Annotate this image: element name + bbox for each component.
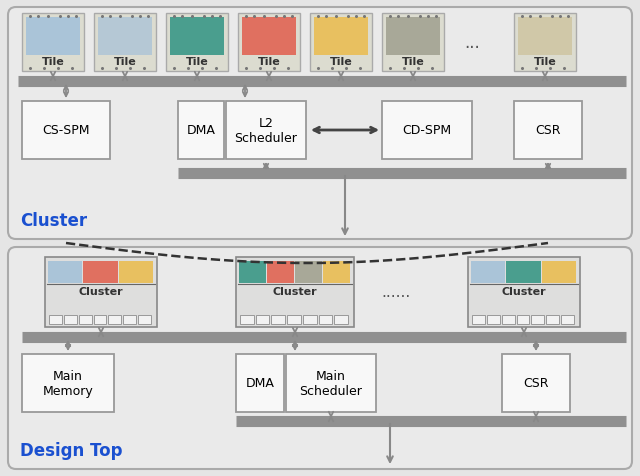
Bar (472, 315, 485, 324)
Bar (314, 18, 368, 56)
Bar (310, 14, 372, 72)
Text: Tile: Tile (42, 57, 65, 67)
Text: CS-SPM: CS-SPM (42, 124, 90, 137)
Bar (240, 315, 253, 324)
FancyBboxPatch shape (8, 248, 632, 469)
Bar (286, 354, 376, 412)
Text: DMA: DMA (246, 377, 275, 390)
Bar (45, 258, 157, 327)
Text: L2
Scheduler: L2 Scheduler (235, 117, 298, 145)
Bar (48, 261, 83, 283)
Bar (502, 315, 515, 324)
Bar (236, 258, 354, 327)
Bar (468, 258, 580, 327)
Bar (502, 354, 570, 412)
Bar (334, 315, 348, 324)
Bar (124, 315, 136, 324)
Text: Tile: Tile (186, 57, 209, 67)
Bar (239, 261, 266, 283)
Text: Main
Memory: Main Memory (43, 369, 93, 397)
Bar (514, 14, 576, 72)
Text: Cluster: Cluster (20, 211, 87, 229)
Bar (83, 261, 118, 283)
Text: Tile: Tile (534, 57, 556, 67)
Bar (64, 315, 77, 324)
Bar (516, 315, 529, 324)
Text: CSR: CSR (524, 377, 548, 390)
Text: Tile: Tile (258, 57, 280, 67)
Bar (271, 315, 285, 324)
Bar (303, 315, 317, 324)
Bar (22, 14, 84, 72)
Bar (178, 102, 224, 159)
Bar (79, 315, 92, 324)
Bar (118, 261, 153, 283)
Bar (386, 18, 440, 56)
Bar (238, 14, 300, 72)
Bar (514, 102, 582, 159)
Bar (323, 261, 350, 283)
Bar (108, 315, 122, 324)
Text: Design Top: Design Top (20, 441, 122, 459)
Bar (267, 261, 294, 283)
Text: Tile: Tile (330, 57, 353, 67)
Bar (287, 315, 301, 324)
Bar (531, 315, 544, 324)
Bar (487, 315, 500, 324)
FancyBboxPatch shape (8, 8, 632, 239)
Bar (547, 315, 559, 324)
Bar (382, 102, 472, 159)
Bar (26, 18, 80, 56)
Bar (256, 315, 269, 324)
Text: Cluster: Cluster (273, 287, 317, 297)
Text: Tile: Tile (402, 57, 424, 67)
Text: Cluster: Cluster (502, 287, 547, 297)
Text: CD-SPM: CD-SPM (403, 124, 452, 137)
Bar (22, 354, 114, 412)
Bar (138, 315, 151, 324)
Bar (22, 102, 110, 159)
Text: DMA: DMA (187, 124, 216, 137)
Bar (98, 18, 152, 56)
Bar (94, 14, 156, 72)
Text: Cluster: Cluster (79, 287, 124, 297)
Bar (170, 18, 224, 56)
Bar (382, 14, 444, 72)
Bar (506, 261, 541, 283)
Bar (93, 315, 106, 324)
Text: ......: ...... (381, 285, 411, 300)
Bar (471, 261, 506, 283)
Text: Main
Scheduler: Main Scheduler (300, 369, 362, 397)
Bar (166, 14, 228, 72)
Bar (518, 18, 572, 56)
Text: ...: ... (464, 34, 480, 52)
Text: Tile: Tile (114, 57, 136, 67)
Bar (242, 18, 296, 56)
Bar (319, 315, 332, 324)
Bar (49, 315, 62, 324)
Bar (295, 261, 322, 283)
Text: CSR: CSR (535, 124, 561, 137)
Bar (561, 315, 574, 324)
Bar (226, 102, 306, 159)
Bar (236, 354, 284, 412)
Bar (541, 261, 576, 283)
